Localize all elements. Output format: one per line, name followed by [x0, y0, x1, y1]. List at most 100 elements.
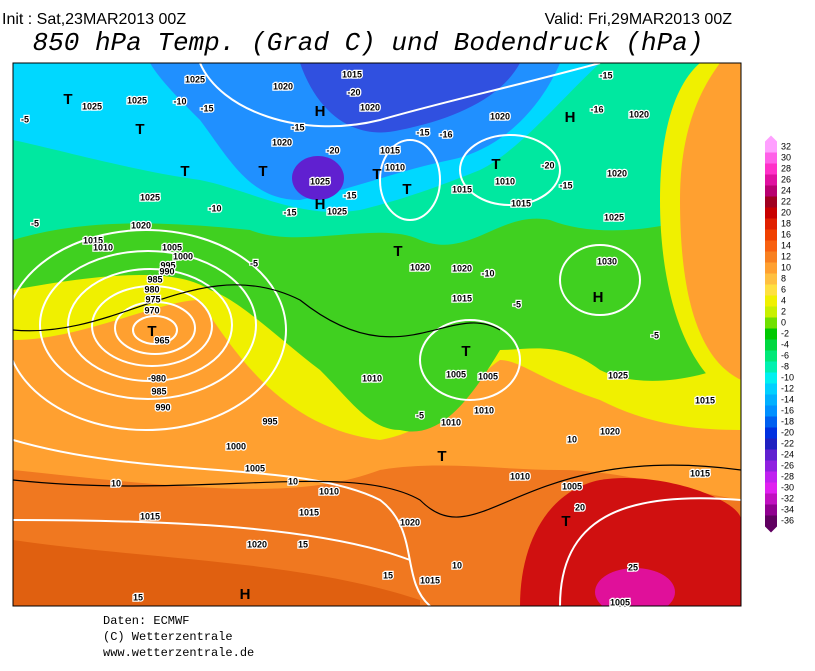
contour-label: -15 — [343, 190, 356, 200]
legend-label: 20 — [781, 207, 791, 217]
contour-label: 1010 — [385, 162, 405, 172]
contour-label: 970 — [144, 305, 159, 315]
legend-label: -22 — [781, 438, 794, 448]
legend-label: 0 — [781, 317, 786, 327]
contour-label: 1020 — [247, 539, 267, 549]
legend-label: 18 — [781, 218, 791, 228]
contour-label: 1025 — [608, 370, 628, 380]
legend-swatch — [765, 416, 777, 428]
legend-label: -2 — [781, 328, 789, 338]
contour-label: 20 — [575, 502, 585, 512]
legend-label: -10 — [781, 372, 794, 382]
contour-label: 1005 — [562, 481, 582, 491]
legend-swatch — [765, 207, 777, 219]
contour-label: 1020 — [272, 137, 292, 147]
legend-swatch — [765, 482, 777, 494]
contour-label: -15 — [283, 207, 296, 217]
legend-label: -6 — [781, 350, 789, 360]
legend-swatch — [765, 493, 777, 505]
contour-label: 1010 — [474, 405, 494, 415]
contour-label: -16 — [590, 104, 603, 114]
pressure-center: H — [593, 289, 604, 306]
contour-label: -5 — [31, 218, 39, 228]
pressure-center: T — [561, 513, 570, 530]
contour-label: 1005 — [478, 371, 498, 381]
legend-swatch — [765, 372, 777, 384]
legend-swatch — [765, 449, 777, 461]
legend-label: 4 — [781, 295, 786, 305]
contour-label: 10 — [452, 560, 462, 570]
contour-label: 985 — [147, 274, 162, 284]
init-time: Init : Sat,23MAR2013 00Z — [2, 11, 186, 28]
contour-label: -10 — [481, 268, 494, 278]
contour-label: -15 — [200, 103, 213, 113]
pressure-center: T — [180, 163, 189, 180]
contour-label: 1025 — [604, 212, 624, 222]
legend-swatch — [765, 515, 777, 527]
legend-label: -18 — [781, 416, 794, 426]
contour-label: -10 — [208, 203, 221, 213]
contour-label: 1025 — [185, 74, 205, 84]
legend-label: 2 — [781, 306, 786, 316]
pressure-center: T — [461, 343, 470, 360]
contour-label: 15 — [383, 570, 393, 580]
legend-swatch — [765, 306, 777, 318]
contour-label: 10 — [567, 434, 577, 444]
contour-label: 1015 — [380, 145, 400, 155]
legend-swatch — [765, 317, 777, 329]
legend-label: -12 — [781, 383, 794, 393]
legend-swatch — [765, 471, 777, 483]
contour-label: 1000 — [226, 441, 246, 451]
legend-label: 30 — [781, 152, 791, 162]
legend-label: 12 — [781, 251, 791, 261]
legend-label: 22 — [781, 196, 791, 206]
contour-label: 1005 — [162, 242, 182, 252]
legend-swatch — [765, 229, 777, 241]
legend-swatch — [765, 196, 777, 208]
contour-label: 1015 — [83, 235, 103, 245]
legend-label: 16 — [781, 229, 791, 239]
contour-label: -15 — [291, 122, 304, 132]
legend-end — [765, 526, 777, 533]
contour-label: -15 — [599, 70, 612, 80]
contour-label: 1015 — [420, 575, 440, 585]
contour-label: 1010 — [495, 176, 515, 186]
pressure-center: T — [491, 156, 500, 173]
legend-label: 28 — [781, 163, 791, 173]
contour-label: 1015 — [452, 293, 472, 303]
legend-swatch — [765, 350, 777, 362]
contour-label: 1025 — [327, 206, 347, 216]
legend-swatch — [765, 405, 777, 417]
contour-label: 995 — [160, 260, 175, 270]
contour-label: 1020 — [360, 102, 380, 112]
pressure-center: T — [402, 181, 411, 198]
pressure-center: T — [393, 243, 402, 260]
contour-label: 15 — [298, 539, 308, 549]
legend-label: 24 — [781, 185, 791, 195]
contour-label: -980 — [148, 373, 166, 383]
contour-label: -15 — [559, 180, 572, 190]
legend-swatch — [765, 152, 777, 164]
contour-label: 1025 — [82, 101, 102, 111]
contour-label: 1010 — [319, 486, 339, 496]
legend-swatch — [765, 163, 777, 175]
contour-label: 1005 — [610, 597, 630, 607]
map-title: 850 hPa Temp. (Grad C) und Bodendruck (h… — [33, 28, 704, 58]
contour-label: 1020 — [400, 517, 420, 527]
footer-text: (C) Wetterzentrale — [103, 630, 233, 644]
contour-label: 995 — [262, 416, 277, 426]
legend-label: -26 — [781, 460, 794, 470]
legend-label: 32 — [781, 141, 791, 151]
contour-label: 1020 — [452, 263, 472, 273]
pressure-center: H — [240, 586, 251, 603]
contour-label: 1020 — [490, 111, 510, 121]
contour-label: -5 — [416, 410, 424, 420]
contour-label: 1030 — [597, 256, 617, 266]
legend-swatch — [765, 383, 777, 395]
pressure-center: T — [147, 323, 156, 340]
legend-label: -32 — [781, 493, 794, 503]
contour-label: 965 — [154, 335, 169, 345]
footer-text: www.wetterzentrale.de — [103, 646, 254, 660]
legend-label: 10 — [781, 262, 791, 272]
